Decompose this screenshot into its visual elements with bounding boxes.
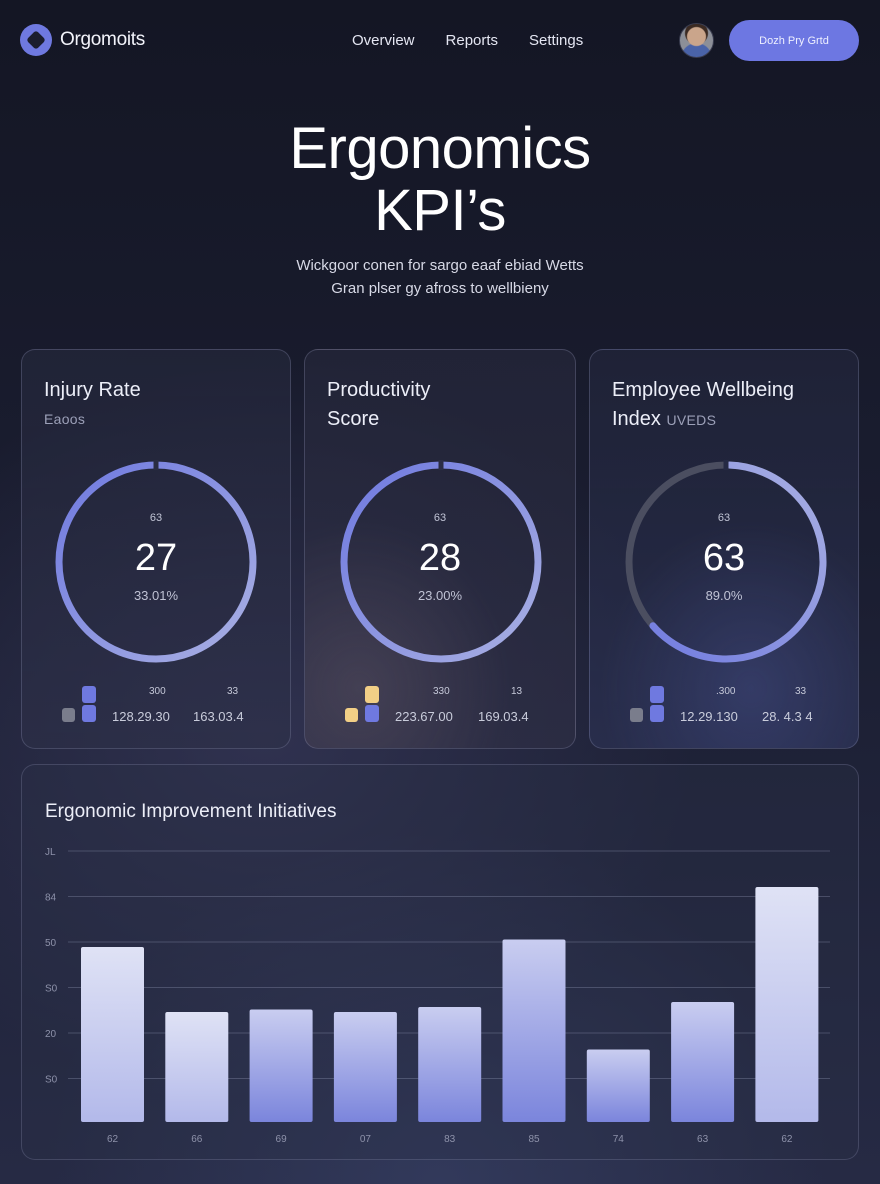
mini-right-value: 28. 4.3 4 bbox=[762, 709, 813, 724]
nav-settings[interactable]: Settings bbox=[529, 32, 584, 49]
title-line-2: KPI’s bbox=[374, 178, 506, 243]
y-tick-label: S0 bbox=[45, 984, 58, 995]
y-tick-label: JL bbox=[45, 847, 56, 858]
mini-left-value: 12.29.130 bbox=[680, 709, 738, 724]
kpi-gauge bbox=[340, 460, 542, 663]
kpi-subtitle: UVEDS bbox=[666, 412, 717, 428]
gauge-progress bbox=[625, 461, 827, 663]
x-tick-label: 66 bbox=[191, 1134, 203, 1145]
chart-bar bbox=[81, 947, 144, 1122]
mini-bar-icon bbox=[62, 686, 96, 722]
subtitle-line-1: Wickgoor conen for sargo eaaf ebiad Wett… bbox=[296, 257, 584, 274]
subtitle-line-2: Gran plser gy afross to wellbieny bbox=[331, 280, 549, 297]
nav-reports[interactable]: Reports bbox=[445, 32, 499, 49]
kpi-value: 28 bbox=[418, 537, 462, 579]
kpi-title-line-1: Productivity bbox=[327, 379, 431, 401]
kpi-title: Employee Wellbeing Index UVEDS bbox=[612, 376, 794, 435]
logo-icon bbox=[20, 24, 52, 56]
x-tick-label: 63 bbox=[697, 1134, 709, 1145]
avatar[interactable] bbox=[679, 23, 714, 58]
chart-bar bbox=[249, 1009, 313, 1122]
kpi-value: 27 bbox=[134, 537, 178, 579]
x-tick-label: 83 bbox=[444, 1134, 456, 1145]
kpi-gauge bbox=[55, 460, 257, 663]
mini-left-value: 128.29.30 bbox=[112, 709, 170, 724]
x-tick-label: 62 bbox=[781, 1134, 793, 1145]
gauge-top-label: 63 bbox=[433, 512, 447, 524]
bar-chart: JL 84 50 S0 20 S0 62 66 69 07 83 85 74 63 62 bbox=[45, 847, 830, 1145]
mini-left-value: 223.67.00 bbox=[395, 709, 453, 724]
title-line-1: Ergonomics bbox=[289, 116, 591, 181]
mini-right-label: 13 bbox=[511, 686, 523, 697]
mini-right-label: 33 bbox=[795, 686, 807, 697]
mini-right-value: 163.03.4 bbox=[193, 709, 244, 724]
y-tick-label: 50 bbox=[45, 938, 57, 949]
initiatives-chart-card: Ergonomic Improvement Initiatives JL 84 50… bbox=[21, 764, 859, 1160]
chart-bar bbox=[671, 1002, 735, 1122]
kpi-title-line-1: Injury Rate bbox=[44, 379, 141, 401]
kpi-title-line-1: Employee Wellbeing bbox=[612, 379, 794, 401]
x-tick-label: 85 bbox=[528, 1134, 540, 1145]
chart-bar bbox=[165, 1012, 229, 1122]
y-tick-label: 20 bbox=[45, 1029, 57, 1040]
mini-bar-icon bbox=[345, 686, 379, 722]
chart-bar bbox=[755, 887, 819, 1122]
page-title: Ergonomics KPI’s bbox=[0, 118, 880, 242]
x-tick-label: 62 bbox=[107, 1134, 119, 1145]
gauge-top-label: 63 bbox=[149, 512, 163, 524]
x-tick-label: 07 bbox=[360, 1134, 372, 1145]
y-tick-label: 84 bbox=[45, 893, 57, 904]
x-tick-label: 74 bbox=[613, 1134, 625, 1145]
nav-overview[interactable]: Overview bbox=[352, 32, 415, 49]
chart-x-labels: 62 66 69 07 83 85 74 63 62 bbox=[107, 1134, 793, 1145]
kpi-title-line-2: Score bbox=[327, 408, 380, 430]
app-name: Orgomoits bbox=[60, 29, 145, 50]
kpi-title: Injury Rate Eaoos bbox=[44, 376, 141, 434]
kpi-card-wellbeing[interactable]: Employee Wellbeing Index UVEDS 63 63 89.… bbox=[589, 349, 859, 749]
mini-right-label: 33 bbox=[227, 686, 239, 697]
kpi-percent: 33.01% bbox=[133, 588, 179, 603]
kpi-card-productivity[interactable]: Productivity Score 63 28 23.00% 330 223.… bbox=[304, 349, 576, 749]
kpi-subtitle: Eaoos bbox=[44, 411, 86, 427]
page-subtitle: Wickgoor conen for sargo eaaf ebiad Wett… bbox=[0, 254, 880, 300]
cta-button[interactable]: Dozh Pry Grtd bbox=[729, 20, 859, 61]
nav-links: Overview Reports Settings bbox=[352, 32, 583, 49]
chart-title: Ergonomic Improvement Initiatives bbox=[45, 801, 337, 822]
kpi-card-injury-rate[interactable]: Injury Rate Eaoos 63 27 33.01% 300 128.2… bbox=[21, 349, 291, 749]
kpi-gauge bbox=[625, 460, 827, 663]
mini-left-label: .300 bbox=[716, 686, 736, 697]
top-nav: Orgomoits Overview Reports Settings Dozh… bbox=[0, 0, 880, 84]
chart-bars bbox=[81, 887, 819, 1122]
kpi-value: 63 bbox=[702, 537, 746, 579]
kpi-title-line-2-row: Index UVEDS bbox=[612, 405, 794, 435]
logo[interactable]: Orgomoits bbox=[20, 24, 145, 56]
kpi-title: Productivity Score bbox=[327, 376, 430, 434]
mini-left-label: 300 bbox=[149, 686, 166, 697]
gauge-top-label: 63 bbox=[717, 512, 731, 524]
kpi-percent: 89.0% bbox=[705, 588, 743, 603]
x-tick-label: 69 bbox=[276, 1134, 288, 1145]
y-tick-label: S0 bbox=[45, 1075, 58, 1086]
chart-bar bbox=[333, 1012, 397, 1122]
chart-bar bbox=[418, 1007, 482, 1122]
mini-bar-icon bbox=[630, 686, 664, 722]
mini-left-label: 330 bbox=[433, 686, 450, 697]
chart-bar bbox=[586, 1049, 650, 1122]
mini-right-value: 169.03.4 bbox=[478, 709, 529, 724]
chart-bar bbox=[502, 939, 566, 1122]
kpi-percent: 23.00% bbox=[417, 588, 463, 603]
kpi-title-line-2: Index bbox=[612, 408, 661, 430]
